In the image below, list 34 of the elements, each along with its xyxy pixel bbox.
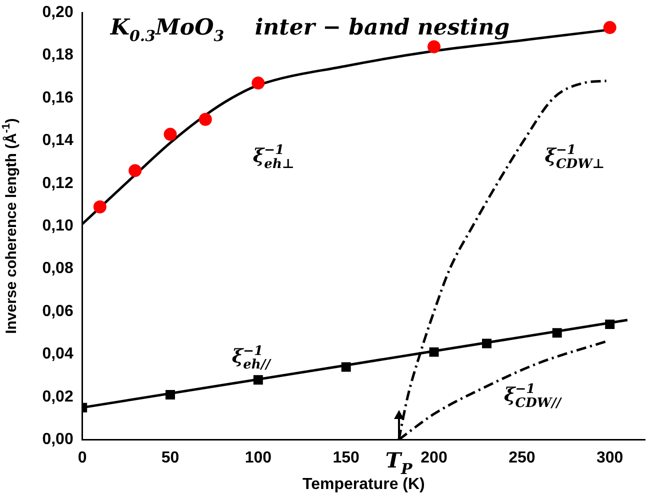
x-tick-label: 50 [161,450,180,467]
y-axis-title: Inverse coherence length (Å-1) [0,118,20,334]
y-tick-label: 0,08 [42,260,74,278]
point [166,390,175,400]
point [164,128,177,141]
point [198,112,212,126]
point [482,338,492,348]
point [252,76,265,90]
y-tick-label: 0,06 [42,302,74,320]
y-tick-label: 0,18 [42,46,74,64]
point [253,375,263,385]
y-tick-label: 0,12 [42,174,74,192]
x-tick-label: 150 [332,450,360,467]
x-tick-label: 100 [244,450,272,467]
x-axis-title: Temperature (K) [302,476,425,493]
point [341,362,351,372]
point [429,347,439,357]
y-tick-label: 0,00 [42,431,74,448]
y-tick-label: 0,20 [42,4,74,22]
point [128,164,142,178]
y-tick-label: 0,04 [42,346,74,363]
y-tick-label: 0,10 [42,218,74,235]
x-tick-label: 300 [596,450,624,467]
point [428,40,441,54]
x-tick-label: 200 [420,450,448,467]
y-tick-label: 0,16 [42,89,74,106]
point [552,328,562,338]
point [605,320,615,330]
y-tick-label: 0,14 [42,132,74,150]
y-tick-label: 0,02 [42,388,74,406]
point [603,21,616,34]
x-tick-label: 0 [78,450,87,467]
x-tick-label: 250 [508,450,536,467]
point [93,200,106,214]
